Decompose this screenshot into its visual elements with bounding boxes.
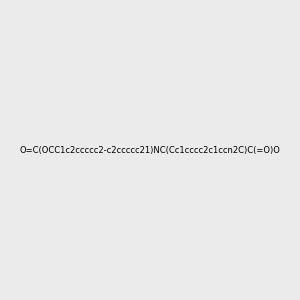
Text: O=C(OCC1c2ccccc2-c2ccccc21)NC(Cc1cccc2c1ccn2C)C(=O)O: O=C(OCC1c2ccccc2-c2ccccc21)NC(Cc1cccc2c1… bbox=[20, 146, 281, 154]
